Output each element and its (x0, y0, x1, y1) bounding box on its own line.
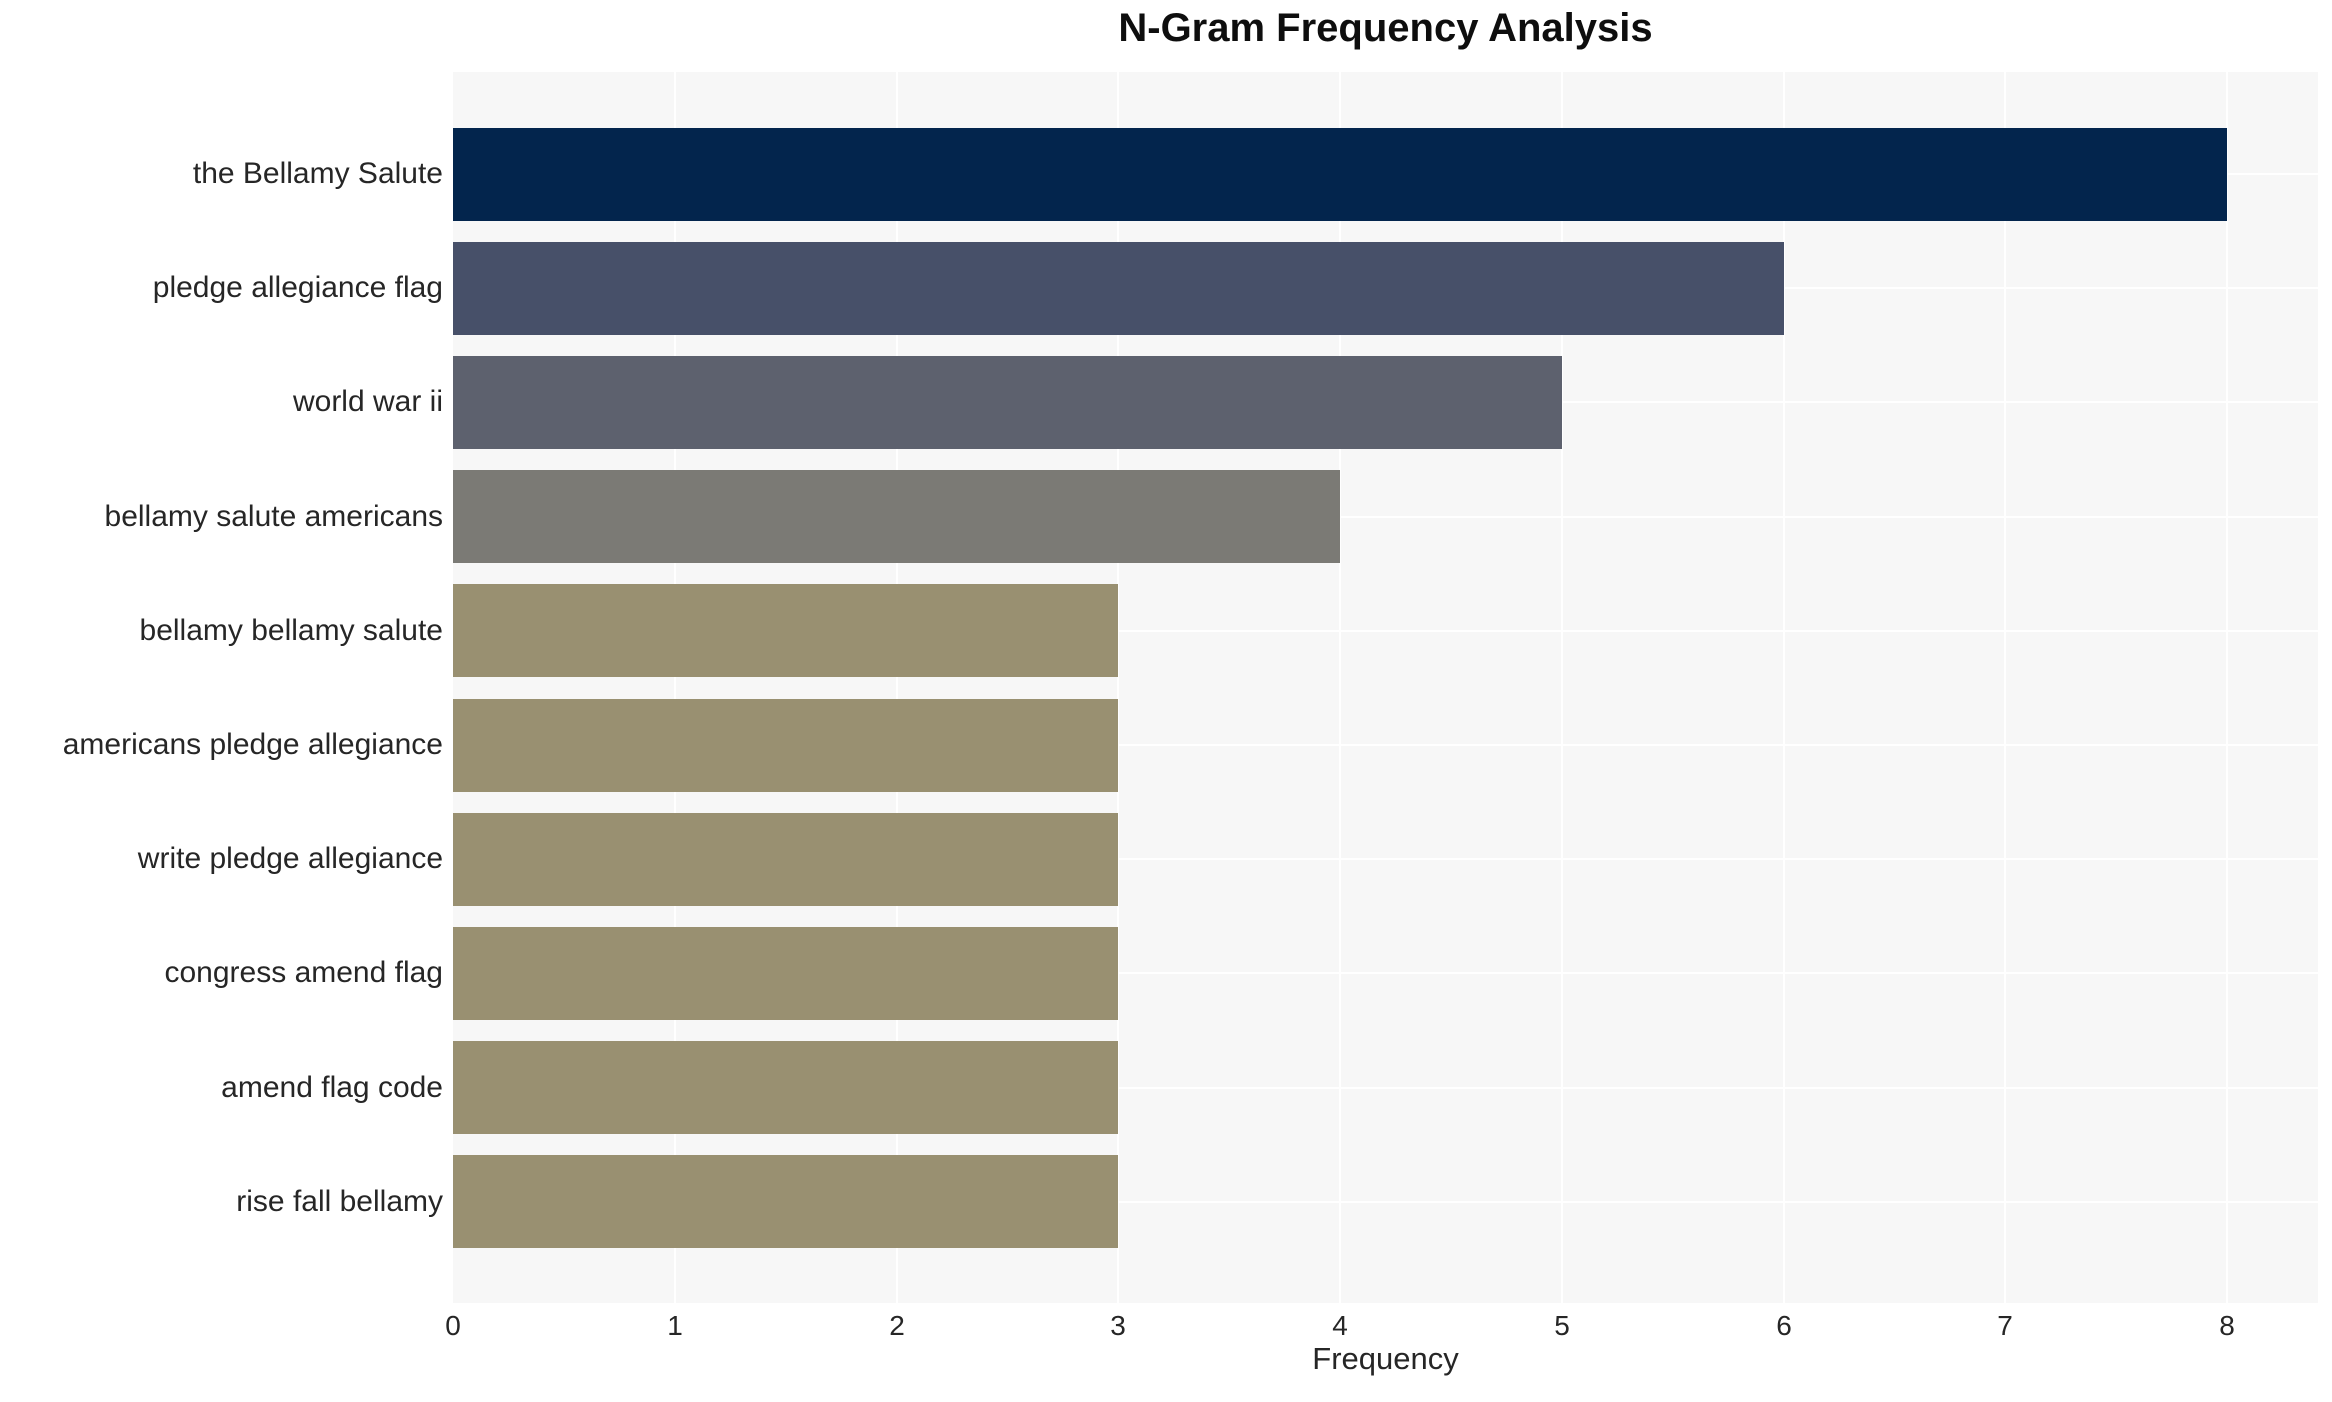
y-axis-label: bellamy bellamy salute (139, 614, 443, 647)
y-gridline (453, 516, 2318, 518)
x-gridline (1561, 72, 1563, 1303)
y-axis-label: congress amend flag (164, 956, 444, 989)
y-axis-label: pledge allegiance flag (152, 271, 443, 304)
x-gridline (1117, 72, 1119, 1303)
y-axis-label: amend flag code (221, 1071, 443, 1104)
y-axis-label: americans pledge allegiance (62, 728, 443, 761)
x-tick-label: 1 (667, 1310, 683, 1341)
y-axis-label: the Bellamy Salute (192, 157, 443, 190)
x-tick-label: 7 (1997, 1310, 2013, 1341)
bar (453, 1155, 1118, 1248)
y-gridline (453, 630, 2318, 632)
y-gridline (453, 972, 2318, 974)
x-tick-label: 0 (445, 1310, 461, 1341)
y-axis-label: rise fall bellamy (236, 1185, 443, 1218)
y-gridline (453, 1087, 2318, 1089)
bar (453, 699, 1118, 792)
bar (453, 813, 1118, 906)
x-gridline (2004, 72, 2006, 1303)
x-tick-label: 2 (889, 1310, 905, 1341)
x-gridline (896, 72, 898, 1303)
x-tick-label: 5 (1554, 1310, 1570, 1341)
x-tick-label: 6 (1776, 1310, 1792, 1341)
x-gridline (674, 72, 676, 1303)
bar (453, 927, 1118, 1020)
bar (453, 584, 1118, 677)
y-axis-label: write pledge allegiance (137, 842, 443, 875)
bar (453, 356, 1562, 449)
y-gridline (453, 744, 2318, 746)
y-gridline (453, 858, 2318, 860)
chart-title: N-Gram Frequency Analysis (1118, 6, 1653, 50)
x-gridline (2226, 72, 2228, 1303)
bar (453, 242, 1784, 335)
bar (453, 470, 1340, 563)
plot-area (453, 72, 2318, 1303)
x-gridline (1339, 72, 1341, 1303)
bar (453, 128, 2227, 221)
y-axis-label: world war ii (292, 385, 443, 418)
x-tick-label: 8 (2219, 1310, 2235, 1341)
x-axis-title: Frequency (1312, 1341, 1459, 1376)
x-tick-label: 3 (1110, 1310, 1126, 1341)
x-tick-label: 4 (1332, 1310, 1348, 1341)
x-gridline (1783, 72, 1785, 1303)
y-gridline (453, 1201, 2318, 1203)
y-axis-label: bellamy salute americans (104, 500, 443, 533)
bar (453, 1041, 1118, 1134)
